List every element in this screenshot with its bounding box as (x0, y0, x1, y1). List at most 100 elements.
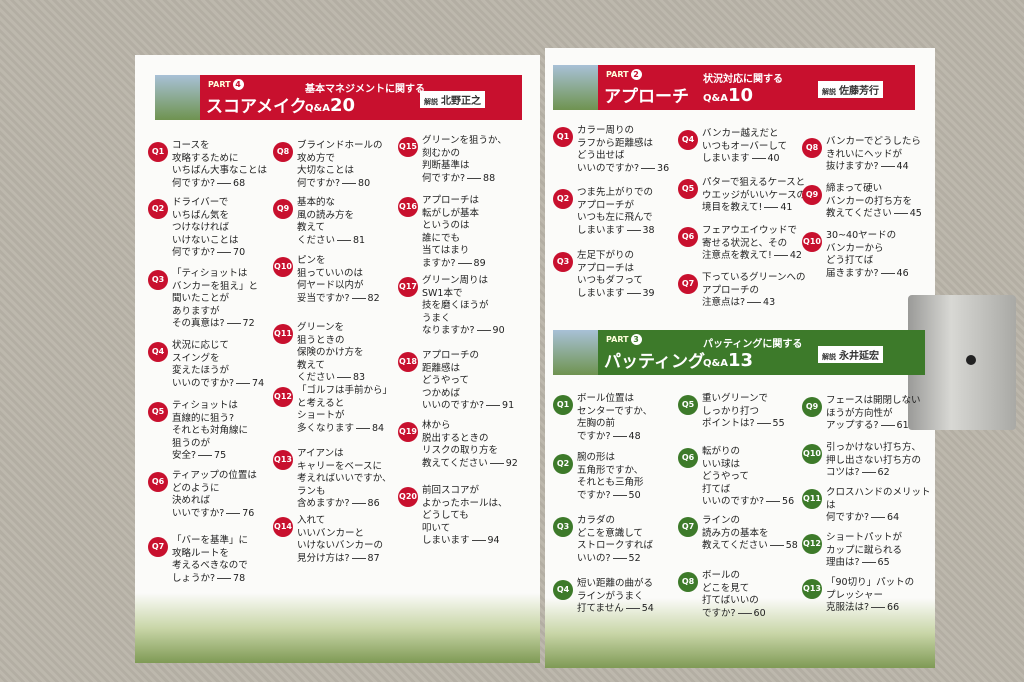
page-number: 61 (896, 420, 909, 431)
text-line: 林から (422, 420, 451, 431)
grass (135, 593, 540, 663)
author-label: 解説 (822, 353, 836, 361)
question-text: ショートパットが カップに蹴られる 理由は? 65 (826, 532, 936, 570)
question-badge: Q14 (273, 517, 293, 537)
page-number: 94 (487, 535, 500, 546)
text-line: 距離感は (422, 362, 461, 374)
page-number: 50 (628, 489, 641, 501)
page-number: 42 (789, 250, 802, 261)
text-line: 締まって硬い (826, 183, 883, 194)
question-text: バンカー越えだと いつもオーバーして しまいます 40 (702, 128, 812, 166)
text-line: うまく (422, 312, 451, 324)
leader (471, 540, 486, 541)
author: 解説 北野正之 (420, 91, 485, 108)
part-word: PART (208, 80, 231, 89)
page-number: 54 (641, 603, 654, 614)
text-line: 刻むかの (422, 147, 461, 159)
text-line: アプローチは (577, 262, 635, 274)
question-badge: Q16 (398, 197, 418, 217)
text-line: 含めますか? 86 (297, 498, 380, 509)
page-number: 90 (492, 325, 505, 336)
question-text: グリーンを狙うか、 刻むかの 判断基準は 何ですか? 88 (422, 135, 532, 185)
text-line: 状況に応じて (172, 340, 230, 351)
question-badge: Q5 (148, 402, 168, 422)
text-line: グリーンを (297, 322, 345, 333)
text-line: 届きますか? 46 (826, 267, 909, 279)
header-bar: PART 2 アプローチ 状況対応に関する Q&A10 解説 佐藤芳行 (598, 65, 915, 110)
text-line: どこを意識して (577, 527, 643, 539)
text-line: 五角形ですか、 (577, 464, 644, 476)
leader (486, 405, 501, 406)
text-line: 下っているグリーンへの (702, 272, 806, 283)
text-line: しまいます 94 (422, 535, 500, 546)
text-line: ショートパットが (826, 532, 903, 543)
page-number: 89 (473, 257, 486, 269)
text-line: 何ですか? 70 (172, 247, 246, 258)
leader (751, 158, 766, 159)
text-line: どのように (172, 482, 220, 494)
text-line: つけなければ (172, 222, 230, 233)
text-line: 左足下がりの (577, 250, 635, 261)
leader (351, 503, 366, 504)
text-line: 教えてください 45 (826, 208, 922, 219)
text-line: 教えてください 92 (422, 457, 518, 469)
page-number: 45 (909, 208, 922, 219)
text-line: どう打てば (826, 255, 874, 266)
section-title: アプローチ (604, 87, 689, 107)
page-number: 55 (772, 418, 785, 429)
question-badge: Q4 (678, 130, 698, 150)
text-line: 克服法は? 66 (826, 602, 900, 613)
text-line: ほうが方向性が (826, 407, 893, 419)
leader (880, 425, 895, 426)
question-badge: Q7 (678, 274, 698, 294)
question-text: 腕の形は 五角形ですか、 それとも三角形 ですか? 50 (577, 452, 687, 502)
text-line: 引っかけない打ち方、 (826, 442, 922, 453)
text-line: どうやって (422, 375, 470, 386)
text-line: ポイントは? 55 (702, 418, 785, 429)
text-line: ですか? 50 (577, 489, 641, 501)
text-line: 打てばいいの (702, 595, 759, 606)
text-line: コツは? 62 (826, 467, 890, 478)
page-number: 84 (372, 422, 385, 434)
question-text: ラインの 読み方の基本を 教えてください 58 (702, 515, 812, 553)
text-line: いいバンカーと (297, 527, 364, 539)
author: 解説 佐藤芳行 (818, 81, 883, 98)
question-text: ピンを 狙っていいのは 何ヤード以内が 妥当ですか? 82 (297, 255, 407, 305)
question-text: クロスハンドのメリットは 何ですか? 64 (826, 487, 936, 525)
topic: パッティングに関する (703, 339, 803, 350)
leader (217, 577, 232, 579)
leader (769, 545, 784, 546)
question-text: 基本的な 風の読み方を 教えて ください 81 (297, 197, 407, 247)
text-line: いいのですか? 74 (172, 377, 265, 389)
leader (236, 382, 251, 384)
text-line: 考えればいいですか、 (297, 473, 392, 484)
text-line: リスクの取り方を (422, 445, 499, 456)
binder-clip (908, 295, 1016, 430)
page-number: 75 (214, 450, 227, 461)
text-line: いつもダフって (577, 275, 644, 286)
text-line: フェアウエイウッドで (702, 225, 798, 236)
question-text: カラダの どこを意識して ストロークすれば いいの? 52 (577, 515, 687, 565)
text-line: それとも三角形 (577, 477, 644, 488)
page-number: 48 (628, 430, 641, 442)
page-number: 80 (358, 177, 371, 189)
text-line: カラー周りの (577, 125, 635, 136)
part-number: 3 (630, 334, 642, 345)
text-line: どう出せば (577, 150, 625, 161)
text-line: 境目を教えて! 41 (702, 202, 793, 213)
question-badge: Q6 (148, 472, 168, 492)
page-number: 65 (877, 557, 890, 568)
text-line: いけないことは (172, 234, 239, 246)
qa-label: Q&A (703, 93, 728, 104)
text-line: 理由は? 65 (826, 557, 890, 568)
text-line: 打てば (702, 483, 731, 495)
text-line: よかったホールは、 (422, 497, 508, 509)
leader (467, 177, 482, 179)
question-text: ボールの どこを見て 打てばいいの ですか? 60 (702, 570, 812, 620)
leader (612, 435, 627, 437)
question-text: アプローチは 転がしが基本 というのは 誰にでも 当てはまり ますか? 89 (422, 195, 532, 270)
section-title: パッティング (604, 352, 705, 372)
leader (625, 608, 640, 609)
text-line: スイングを (172, 352, 220, 364)
text-line: 何ですか? 80 (297, 177, 371, 189)
